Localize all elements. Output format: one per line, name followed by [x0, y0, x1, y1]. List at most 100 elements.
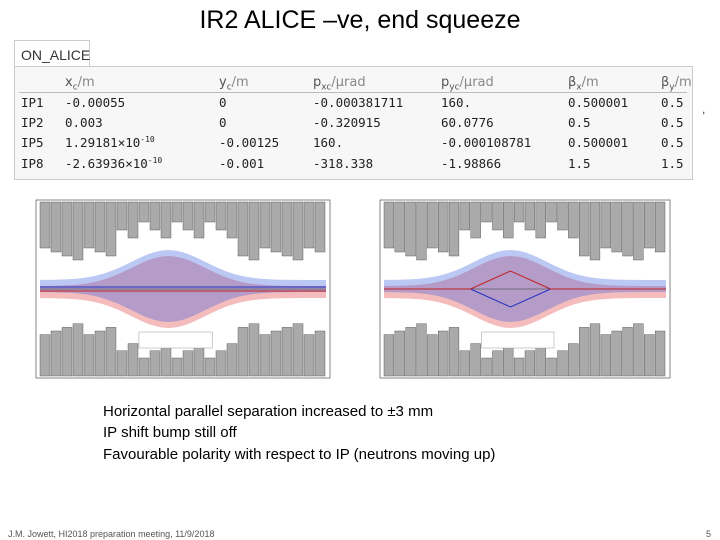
table-cell: -0.320915	[313, 115, 381, 130]
aperture-top	[171, 201, 183, 223]
page-number: 5	[706, 529, 712, 539]
aperture-top	[513, 201, 525, 223]
table-cell: 0.500001	[568, 135, 629, 150]
aperture-top	[270, 201, 282, 253]
aperture-bottom	[416, 323, 427, 377]
aperture-top	[314, 201, 326, 253]
column-header: pyc/μrad	[441, 75, 494, 93]
aperture-top	[600, 201, 611, 249]
column-header: βx/m	[568, 75, 599, 93]
header-unit: /m	[231, 75, 249, 90]
header-symbol: β	[661, 75, 670, 90]
legend-box	[481, 331, 555, 349]
aperture-top	[589, 201, 601, 261]
aperture-bottom	[270, 330, 282, 377]
aperture-top	[394, 201, 405, 253]
aperture-bottom	[281, 327, 293, 377]
aperture-bottom	[546, 357, 557, 377]
aperture-top	[83, 201, 95, 249]
aperture-top	[503, 201, 514, 239]
aperture-top	[459, 201, 470, 231]
header-subscript: x	[576, 82, 582, 93]
aperture-bottom	[83, 334, 95, 377]
aperture-top	[427, 201, 438, 249]
body-line: Favourable polarity with respect to IP (…	[103, 446, 496, 463]
aperture-top	[622, 201, 633, 257]
table-cell: -0.000108781	[441, 135, 532, 150]
mantissa: 1.29181	[65, 135, 118, 151]
aperture-bottom	[94, 330, 106, 377]
aperture-top	[138, 201, 150, 223]
aperture-bottom	[61, 327, 73, 377]
aperture-bottom	[492, 350, 503, 377]
header-rule	[19, 92, 687, 93]
aperture-bottom	[611, 330, 622, 377]
aperture-bottom	[644, 334, 655, 377]
table-tab: ON_ALICE	[14, 40, 90, 67]
aperture-top	[61, 201, 73, 257]
beam-envelope	[384, 250, 666, 322]
header-subscript: xc	[321, 82, 332, 93]
aperture-top	[50, 201, 62, 253]
aperture-bottom	[127, 343, 139, 377]
table-cell: -1.98866	[441, 156, 502, 171]
aperture-top	[383, 201, 395, 249]
aperture-bottom	[182, 350, 194, 377]
table-cell: -2.63936×10-10	[65, 156, 162, 171]
times: ×10	[125, 156, 148, 172]
beam-envelope	[384, 256, 666, 328]
table-cell: 1.5	[568, 156, 591, 171]
aperture-top	[215, 201, 227, 231]
header-subscript: y	[669, 82, 675, 93]
column-header: xc/m	[65, 75, 95, 93]
aperture-bottom	[248, 323, 260, 377]
footer-credit: J.M. Jowett, HI2018 preparation meeting,…	[8, 529, 215, 539]
header-symbol: y	[219, 75, 227, 90]
aperture-top	[654, 201, 666, 253]
aperture-bottom	[292, 323, 304, 377]
aperture-top	[105, 201, 117, 257]
aperture-bottom	[459, 350, 470, 377]
exponent: -10	[140, 135, 155, 144]
table-cell: 0	[219, 95, 227, 110]
header-unit: /μrad	[459, 75, 494, 90]
aperture-top	[448, 201, 460, 257]
exponent: -10	[147, 156, 163, 165]
row-label: IP2	[21, 115, 44, 130]
aperture-bottom	[448, 327, 460, 377]
aperture-top	[182, 201, 194, 231]
aperture-bottom	[204, 357, 216, 377]
header-subscript: c	[72, 82, 78, 93]
table-label: ON_ALICE	[21, 47, 91, 63]
header-subscript: yc	[449, 82, 460, 93]
aperture-top	[193, 201, 205, 239]
table-cell: 1.29181×10-10	[65, 135, 155, 150]
aperture-top	[405, 201, 416, 257]
stray-mark: ,	[702, 102, 706, 116]
header-symbol: p	[313, 75, 322, 90]
body-line: IP shift bump still off	[103, 424, 237, 441]
table-box: xc/m yc/m pxc/μrad pyc/μrad βx/m βy/m IP1 -0.00…	[14, 66, 693, 180]
aperture-bottom	[427, 334, 438, 377]
table-cell: 0.003	[65, 115, 103, 130]
aperture-bottom	[193, 343, 205, 377]
body-line: Horizontal parallel separation increased…	[103, 403, 434, 420]
table-cell: 160.	[313, 135, 344, 150]
aperture-top	[72, 201, 84, 261]
aperture-bottom	[503, 343, 514, 377]
aperture-top	[226, 201, 238, 239]
table-cell: 0	[219, 115, 227, 130]
aperture-bottom	[303, 334, 315, 377]
header-unit: /m	[674, 75, 692, 90]
aperture-top	[281, 201, 293, 257]
table-cell: -0.001	[219, 156, 265, 171]
aperture-bottom	[259, 334, 271, 377]
aperture-top	[237, 201, 249, 257]
table-cell: -318.338	[313, 156, 374, 171]
aperture-top	[644, 201, 655, 249]
aperture-top	[160, 201, 172, 239]
mantissa: -2.63936	[65, 156, 126, 172]
column-header: βy/m	[661, 75, 692, 93]
header-subscript: c	[226, 82, 232, 93]
